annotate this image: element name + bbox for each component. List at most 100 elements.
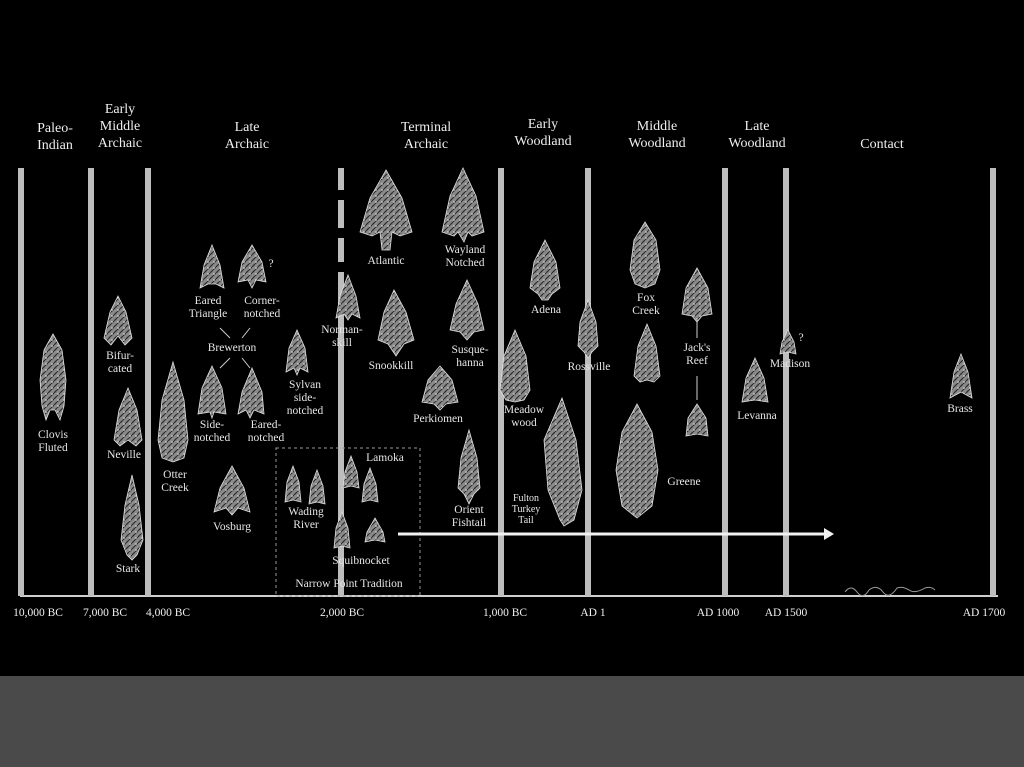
meadowood-shape <box>499 328 531 403</box>
period-early-woodland: Early Woodland <box>514 117 572 149</box>
atlantic-shape <box>359 169 413 251</box>
eared-notched-shape <box>237 366 265 419</box>
side-notched-shape <box>197 365 227 420</box>
clovis-shape <box>39 333 67 422</box>
susquehanna-shape <box>449 279 485 341</box>
lamoka-shape-1 <box>342 454 360 489</box>
jacks-reef-shape <box>681 267 713 323</box>
label-greene: Greene <box>667 476 701 488</box>
label-question-corner-notched: ? <box>268 258 274 270</box>
label-atlantic: Atlantic <box>367 255 405 267</box>
label-neville: Neville <box>107 449 141 461</box>
orient-shape <box>457 428 481 505</box>
label-vosburg: Vosburg <box>213 521 251 533</box>
eared-triangle-shape <box>199 243 225 289</box>
label-wayland: Wayland Notched <box>444 244 486 269</box>
period-contact: Contact <box>860 137 904 152</box>
corner-notched-shape <box>237 244 267 289</box>
date-ad1700: AD 1700 <box>962 607 1006 619</box>
adena-shape <box>529 239 561 301</box>
label-bifurcated: Bifur- cated <box>106 350 134 375</box>
wayland-shape <box>441 167 485 243</box>
label-eared-notched: Eared- notched <box>247 419 285 444</box>
fox-creek-shape <box>629 221 661 289</box>
divider-10000bc <box>18 168 24 596</box>
slide: Paleo- Indian Early Middle Archaic Late … <box>13 102 1006 619</box>
period-middle-woodland: Middle Woodland <box>628 119 686 151</box>
vosburg-shape <box>213 465 251 516</box>
date-10000bc: 10,000 BC <box>13 607 63 619</box>
fulton-shape <box>543 396 583 527</box>
point-shapes <box>39 167 973 561</box>
label-eared-triangle: Eared Triangle <box>188 295 228 320</box>
artist-signature <box>844 586 936 596</box>
label-question-madison: ? <box>798 332 804 344</box>
rossville-shape <box>577 298 599 359</box>
label-adena: Adena <box>530 304 562 316</box>
label-brass: Brass <box>947 403 973 415</box>
period-terminal-archaic: Terminal Archaic <box>400 120 452 152</box>
projectile-point-chronology <box>18 167 998 597</box>
stark-shape <box>120 474 144 561</box>
date-2000bc: 2,000 BC <box>319 607 365 619</box>
label-lamoka: Lamoka <box>366 452 404 464</box>
brewerton-connectors <box>219 318 698 400</box>
period-early-middle-archaic: Early Middle Archaic <box>97 102 143 151</box>
middle-woodland-shape <box>633 322 661 383</box>
period-late-archaic: Late Archaic <box>224 120 270 152</box>
label-sylvan: Sylvan side- notched <box>286 379 324 417</box>
perkiomen-shape <box>421 365 459 411</box>
label-jacks-reef: Jack's Reef <box>683 342 711 367</box>
jacks-reef-small-shape <box>685 403 709 437</box>
period-paleo-indian: Paleo- Indian <box>37 121 73 153</box>
snookkill-shape <box>377 289 415 357</box>
divider-ad1700 <box>990 168 996 596</box>
wading-shape-1 <box>284 464 302 503</box>
lamoka-shape-2 <box>361 466 379 503</box>
squib-shape-1 <box>333 510 351 549</box>
bifurcated-shape <box>103 295 133 346</box>
label-stark: Stark <box>115 563 141 575</box>
label-rossville: Rossville <box>567 361 611 373</box>
period-late-woodland: Late Woodland <box>728 119 786 151</box>
date-7000bc: 7,000 BC <box>82 607 128 619</box>
sylvan-shape <box>285 329 309 377</box>
date-ad1000: AD 1000 <box>696 607 740 619</box>
label-corner-notched: Corner- notched <box>243 295 281 320</box>
normanskill-shape <box>335 273 361 321</box>
madison-shape <box>779 329 797 355</box>
squib-shape-2 <box>364 517 386 543</box>
levanna-shape <box>741 357 769 403</box>
bottom-bar <box>0 676 1024 767</box>
label-clovis: Clovis Fluted <box>37 429 69 454</box>
date-4000bc: 4,000 BC <box>145 607 191 619</box>
label-levanna: Levanna <box>737 410 777 422</box>
divider-ad1 <box>585 168 591 596</box>
neville-shape <box>113 386 143 447</box>
wading-shape-2 <box>308 468 326 505</box>
label-brewerton: Brewerton <box>207 342 257 354</box>
date-1000bc: 1,000 BC <box>482 607 528 619</box>
label-side-notched: Side- notched <box>193 419 231 444</box>
brass-shape <box>949 352 973 399</box>
label-fox-creek: Fox Creek <box>632 292 660 317</box>
divider-ad1500 <box>783 168 789 596</box>
greene-shape <box>615 403 659 519</box>
label-orient: Orient Fishtail <box>451 504 487 529</box>
label-normanskill: Norman- skill <box>321 324 363 349</box>
tradition-arrow <box>398 528 834 540</box>
label-squibnocket: Squibnocket <box>332 555 390 567</box>
label-perkiomen: Perkiomen <box>413 413 463 425</box>
date-ad1500: AD 1500 <box>764 607 808 619</box>
label-otter-creek: Otter Creek <box>161 469 189 494</box>
date-ad1: AD 1 <box>580 607 606 619</box>
label-wading-river: Wading River <box>288 506 324 531</box>
label-meadowood: Meadow wood <box>503 404 545 429</box>
label-snookkill: Snookkill <box>368 360 414 372</box>
divider-4000bc <box>145 168 151 596</box>
label-madison: Madison <box>769 358 811 370</box>
label-fulton: Fulton Turkey Tail <box>511 493 541 526</box>
label-narrow-point-tradition: Narrow Point Tradition <box>295 578 403 590</box>
divider-2000bc <box>338 168 344 596</box>
divider-7000bc <box>88 168 94 596</box>
